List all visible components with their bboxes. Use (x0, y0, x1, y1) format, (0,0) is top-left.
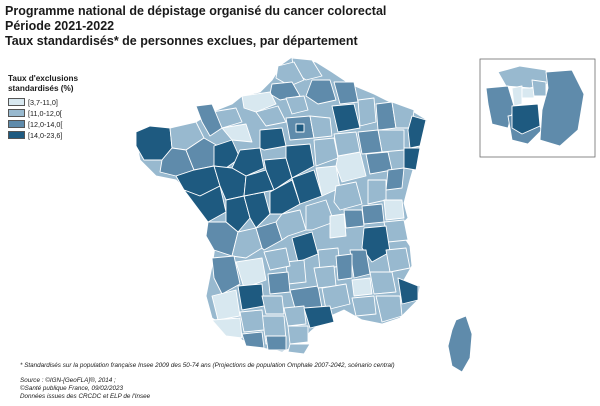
inset-paris (521, 87, 535, 99)
legend: Taux d'exclusions standardisés (%) [3,7-… (8, 74, 98, 141)
inset-yvelines (485, 85, 515, 129)
department-alpes-haute-provence (369, 271, 397, 295)
department-seine-marne (309, 115, 333, 139)
title-line-3: Taux standardisés* de personnes exclues,… (5, 34, 358, 48)
department-manche (195, 103, 223, 137)
department-aude (287, 325, 309, 345)
department-paris (295, 123, 305, 133)
department-oise (285, 95, 309, 115)
department-orne (221, 123, 253, 143)
legend-label: [12,0-14,0[ (28, 119, 63, 129)
title-line-1: Programme national de dépistage organisé… (5, 4, 387, 18)
department-lot (267, 271, 291, 295)
department-loire (329, 213, 347, 239)
legend-swatch (8, 120, 25, 128)
department-tarn (283, 305, 307, 327)
department-creuse (275, 209, 307, 241)
department-haut-rhin (403, 147, 421, 171)
department-sarthe (231, 147, 265, 177)
department-aisne (305, 79, 337, 105)
department-ardeche (335, 253, 353, 281)
department-seine-maritime (241, 91, 277, 113)
department-herault (303, 305, 335, 329)
department-haute-vienne (255, 221, 283, 251)
department-landes (211, 289, 241, 321)
department-charente (231, 227, 263, 259)
legend-title: Taux d'exclusions standardisés (%) (8, 74, 79, 93)
department-marne (331, 103, 361, 133)
department-doubs (385, 167, 405, 191)
legend-swatch (8, 131, 25, 139)
department-alpes-maritimes (397, 277, 419, 305)
department-hautes-pyrenees (241, 331, 265, 349)
department-gers (239, 309, 265, 333)
ile-de-france-inset (479, 58, 596, 158)
legend-label: [14,0-23,6] (28, 130, 63, 140)
department-hautes-alpes (385, 247, 411, 273)
department-vaucluse (351, 277, 373, 297)
department-ariege (265, 335, 287, 351)
legend-swatch (8, 109, 25, 117)
department-tarn-garonne (261, 295, 285, 315)
title-line-2: Période 2021-2022 (5, 19, 115, 33)
legend-items: [3,7-11,0] [11,0-12,0[ [12,0-14,0[ [14,0… (8, 97, 98, 140)
department-bouches-rhone (351, 295, 377, 317)
legend-item-class-4: [14,0-23,6] (8, 130, 98, 140)
department-eure (255, 105, 287, 127)
department-correze (263, 247, 291, 271)
department-gard (321, 283, 351, 311)
source-line-1: Source : ©IGN-[GeoFLA]®, 2014 ; (20, 377, 116, 384)
footnote: * Standardisés sur la population françai… (20, 362, 395, 369)
legend-label: [11,0-12,0[ (28, 108, 62, 118)
department-lot-garonne (237, 283, 265, 311)
department-cote-or (335, 151, 367, 183)
department-lozere (313, 265, 337, 289)
department-eure-loir (259, 127, 287, 151)
department-deux-sevres (225, 195, 251, 233)
department-bas-rhin (407, 115, 427, 149)
map-title: Programme national de dépistage organisé… (5, 4, 386, 49)
department-indre-loire (243, 169, 275, 197)
department-isere (361, 225, 391, 263)
department-rhone (343, 209, 365, 229)
inset-hauts-de-seine (511, 85, 523, 107)
department-var (375, 295, 403, 323)
department-gironde (211, 255, 241, 295)
department-pas-calais (275, 61, 305, 87)
department-indre (269, 179, 301, 215)
department-meuse (357, 97, 377, 127)
department-mayenne (213, 139, 241, 169)
department-haute-savoie (383, 199, 405, 221)
department-haute-marne (357, 129, 383, 155)
legend-item-class-2: [11,0-12,0[ (8, 108, 98, 118)
source-line-3: Données issues des CRCDC et ELP de l'Ins… (20, 393, 151, 400)
metropolitan-france (135, 56, 428, 355)
department-saone-loire (333, 181, 363, 211)
department-jura (367, 179, 387, 205)
sources: Source : ©IGN-[GeoFLA]®, 2014 ; ©Santé p… (20, 377, 150, 401)
legend-label: [3,7-11,0] (28, 97, 58, 107)
inset-seine-saint-denis (531, 79, 547, 97)
department-ain (361, 203, 385, 225)
legend-item-class-3: [12,0-14,0[ (8, 119, 98, 129)
department-loiret (285, 143, 315, 179)
department-pyrenees-orientales (287, 343, 311, 355)
department-pyrenees-atlantiques (211, 317, 243, 339)
inset-val-de-marne (511, 103, 541, 135)
legend-swatch (8, 98, 25, 106)
department-loir-cher (263, 157, 293, 191)
department-aube (333, 131, 361, 157)
source-line-2: ©Santé publique France, 09/02/2023 (20, 385, 124, 392)
department-corse (447, 315, 473, 373)
department-dordogne (235, 257, 267, 289)
legend-item-class-1: [3,7-11,0] (8, 97, 98, 107)
department-vosges (377, 129, 405, 153)
department-allier (305, 199, 335, 231)
department-drome (349, 249, 371, 279)
